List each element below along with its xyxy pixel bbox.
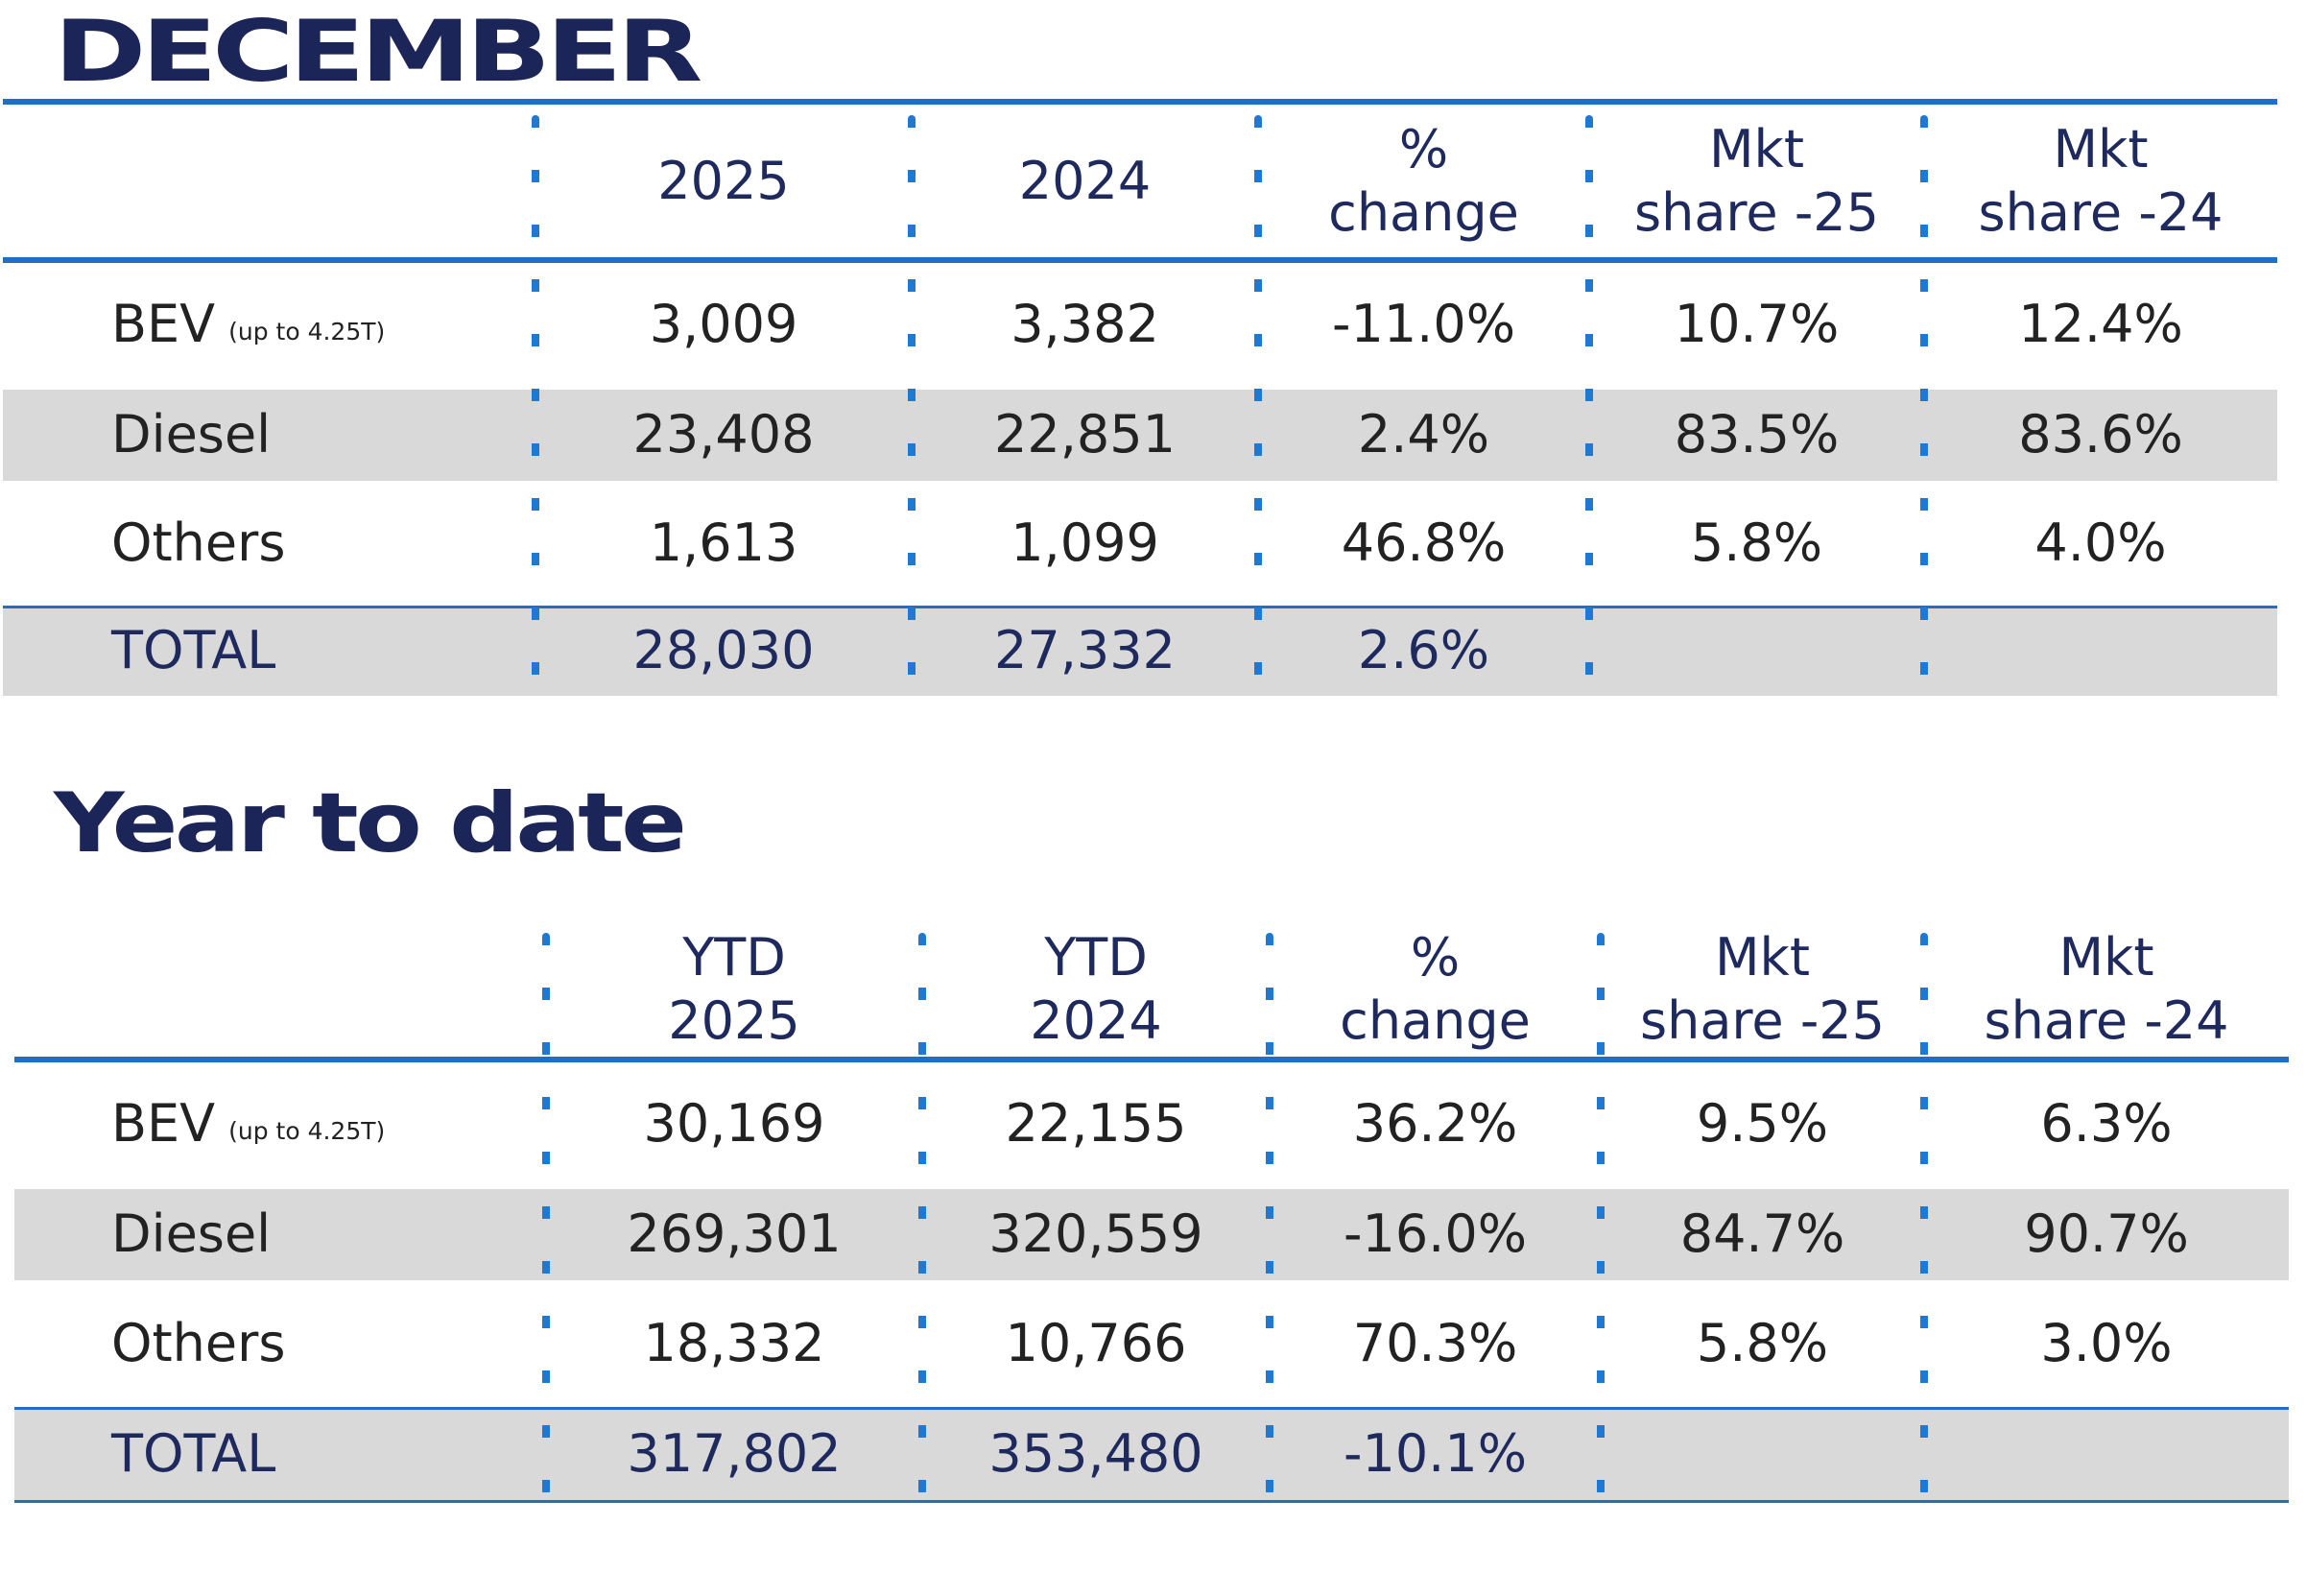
- column-divider: [908, 115, 916, 690]
- cell-total: 27,332: [994, 620, 1176, 681]
- column-header: Mkt share -25: [1639, 927, 1886, 1051]
- column-header: YTD 2024: [1030, 927, 1162, 1051]
- cell-total: 353,480: [988, 1423, 1203, 1485]
- cell-others: 70.3%: [1352, 1313, 1518, 1374]
- row-label-bev: BEV (up to 4.25T): [0, 260, 535, 390]
- row-band-total: [14, 1408, 2289, 1501]
- header-rule: [14, 1057, 2289, 1062]
- column-divider: [918, 933, 926, 1495]
- cell-others: 5.8%: [1690, 512, 1823, 574]
- cell-diesel: 269,301: [627, 1203, 842, 1265]
- cell-others: 1,613: [649, 512, 798, 574]
- cell-bev: 30,169: [643, 1093, 825, 1155]
- row-band-diesel: [14, 1189, 2289, 1280]
- column-divider: [1597, 933, 1605, 1495]
- row-label-text: TOTAL: [111, 620, 276, 681]
- row-label-text: Diesel: [111, 404, 272, 465]
- row-label-text: TOTAL: [111, 1423, 276, 1485]
- cell-others: 1,099: [1011, 512, 1159, 574]
- cell-diesel: 2.4%: [1357, 404, 1490, 465]
- cell-bev: 10.7%: [1674, 294, 1840, 355]
- top-rule: [3, 99, 2277, 105]
- row-sublabel: (up to 4.25T): [228, 317, 386, 345]
- cell-bev: 6.3%: [2040, 1093, 2173, 1155]
- cell-bev: -11.0%: [1331, 294, 1516, 355]
- column-header: % change: [1328, 118, 1519, 243]
- cell-total: [1924, 607, 2277, 696]
- column-divider: [542, 933, 550, 1495]
- cell-diesel: -16.0%: [1343, 1203, 1528, 1265]
- column-divider: [1920, 933, 1928, 1495]
- cell-diesel: 84.7%: [1679, 1203, 1845, 1265]
- cell-others: 10,766: [1005, 1313, 1187, 1374]
- row-label-bev: BEV (up to 4.25T): [0, 1060, 546, 1189]
- row-label-diesel: Diesel: [0, 390, 535, 481]
- cell-diesel: 83.5%: [1674, 404, 1840, 465]
- row-label-text: Others: [111, 1313, 286, 1374]
- row-band-diesel: [3, 390, 2277, 481]
- cell-diesel: 320,559: [988, 1203, 1203, 1265]
- row-sublabel: (up to 4.25T): [228, 1116, 386, 1145]
- december-title: DECEMBER: [54, 2, 702, 101]
- cell-total: [1601, 1408, 1924, 1501]
- cell-others: 4.0%: [2034, 512, 2167, 574]
- row-label-text: Others: [111, 512, 286, 574]
- row-band-total: [3, 607, 2277, 696]
- cell-others: 18,332: [643, 1313, 825, 1374]
- column-header: Mkt share -24: [1978, 118, 2224, 243]
- cell-bev: 22,155: [1005, 1093, 1187, 1155]
- row-label-total: TOTAL: [0, 607, 535, 696]
- column-header: % change: [1340, 927, 1531, 1051]
- column-divider: [1266, 933, 1273, 1495]
- column-header: 2025: [657, 150, 790, 211]
- row-label-total: TOTAL: [0, 1408, 546, 1501]
- row-label-diesel: Diesel: [0, 1189, 546, 1280]
- cell-bev: 3,009: [649, 294, 798, 355]
- cell-total: 28,030: [632, 620, 815, 681]
- cell-bev: 9.5%: [1696, 1093, 1829, 1155]
- bottom-rule: [14, 1500, 2289, 1503]
- column-header: 2024: [1018, 150, 1152, 211]
- cell-bev: 3,382: [1011, 294, 1159, 355]
- column-header: YTD 2025: [668, 927, 800, 1051]
- column-divider: [532, 115, 539, 690]
- cell-diesel: 83.6%: [2018, 404, 2183, 465]
- row-label-text: Diesel: [111, 1203, 272, 1265]
- cell-others: 46.8%: [1341, 512, 1507, 574]
- column-header: Mkt share -24: [1984, 927, 2229, 1051]
- cell-total: -10.1%: [1343, 1423, 1528, 1485]
- total-rule: [14, 1407, 2289, 1410]
- column-divider: [1585, 115, 1593, 690]
- total-rule: [3, 606, 2277, 608]
- column-divider: [1254, 115, 1262, 690]
- header-rule: [3, 257, 2277, 263]
- row-label-others: Others: [0, 481, 535, 607]
- cell-diesel: 23,408: [632, 404, 815, 465]
- cell-total: 317,802: [627, 1423, 842, 1485]
- cell-bev: 12.4%: [2018, 294, 2183, 355]
- cell-bev: 36.2%: [1352, 1093, 1518, 1155]
- cell-total: [1589, 607, 1924, 696]
- column-divider: [1920, 115, 1928, 690]
- cell-others: 5.8%: [1696, 1313, 1829, 1374]
- cell-others: 3.0%: [2040, 1313, 2173, 1374]
- cell-diesel: 90.7%: [2024, 1203, 2189, 1265]
- ytd-title: Year to date: [54, 775, 687, 871]
- row-label-text: BEV: [111, 1093, 216, 1155]
- row-label-others: Others: [0, 1280, 546, 1408]
- cell-diesel: 22,851: [994, 404, 1176, 465]
- cell-total: 2.6%: [1357, 620, 1490, 681]
- row-label-text: BEV: [111, 294, 216, 355]
- cell-total: [1924, 1408, 2289, 1501]
- column-header: Mkt share -25: [1633, 118, 1880, 243]
